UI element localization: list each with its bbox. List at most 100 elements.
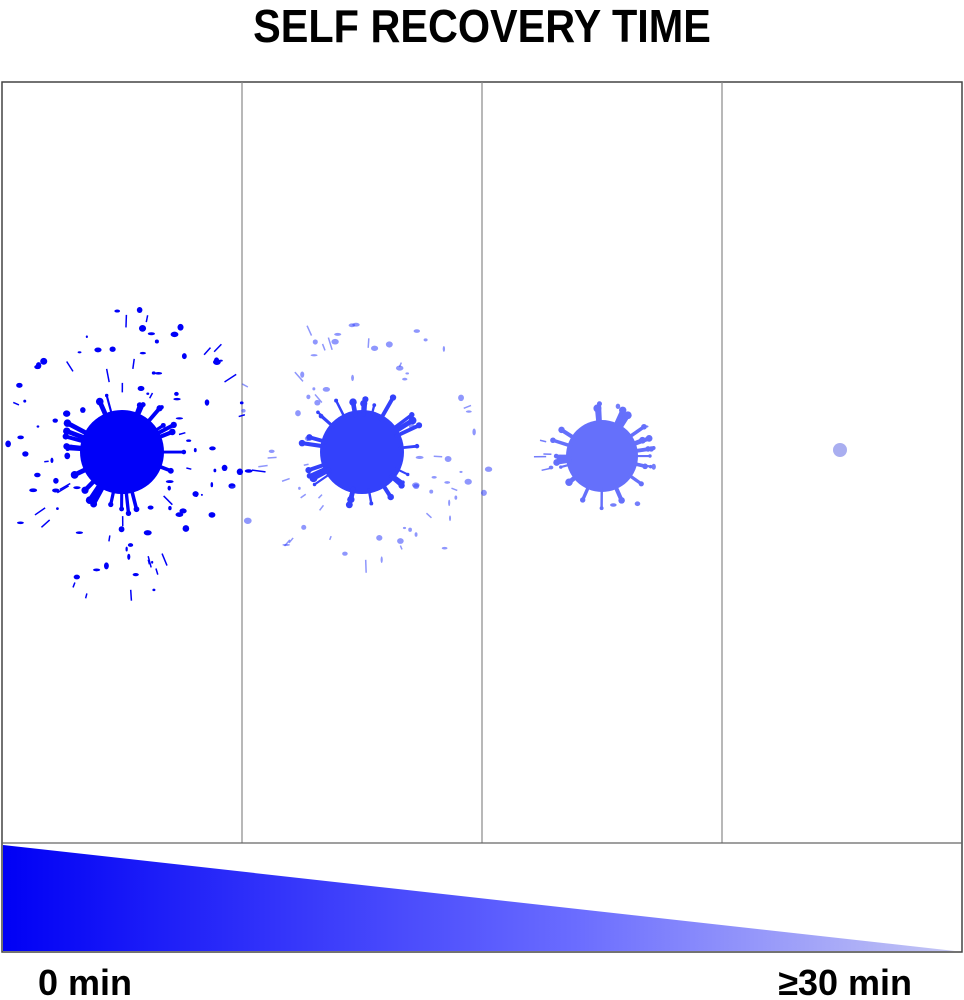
splat-part bbox=[178, 431, 186, 436]
splat-part bbox=[161, 553, 168, 566]
end-label: ≥30 min bbox=[778, 962, 912, 1000]
splat-part bbox=[294, 371, 304, 382]
splat-part bbox=[408, 527, 412, 532]
splat-part bbox=[320, 410, 404, 494]
splat-part bbox=[597, 402, 602, 426]
splat-part bbox=[300, 493, 307, 499]
splat-part bbox=[224, 373, 237, 383]
splat-part bbox=[129, 486, 139, 512]
splat-part bbox=[146, 392, 150, 395]
splat-part bbox=[378, 395, 396, 422]
splat-part bbox=[138, 324, 147, 332]
splat-part bbox=[70, 471, 79, 479]
splat-part bbox=[36, 425, 40, 428]
splat-part bbox=[408, 423, 415, 429]
splat-part bbox=[632, 447, 653, 454]
splat-part bbox=[93, 568, 101, 572]
splat-part bbox=[281, 477, 290, 482]
splat-part bbox=[84, 593, 88, 599]
splat-part bbox=[399, 545, 403, 550]
splat-part bbox=[642, 463, 648, 470]
splat-part bbox=[638, 481, 644, 487]
splat-part bbox=[429, 489, 434, 494]
splat-part bbox=[145, 315, 149, 323]
splat-part bbox=[596, 401, 602, 407]
splat-part bbox=[181, 449, 187, 455]
splat-part bbox=[626, 425, 646, 440]
splat-part bbox=[300, 371, 305, 378]
splat-part bbox=[610, 503, 617, 507]
splat-part bbox=[405, 372, 410, 375]
splat-part bbox=[229, 485, 236, 489]
splat-part bbox=[548, 465, 554, 470]
splat-part bbox=[63, 410, 71, 417]
splat-part bbox=[565, 478, 573, 487]
splat-part bbox=[449, 515, 452, 522]
splat-part bbox=[391, 473, 404, 484]
splat-part bbox=[149, 392, 154, 399]
splat-part bbox=[194, 491, 199, 498]
splat-part bbox=[414, 532, 418, 537]
splat-part bbox=[553, 453, 559, 459]
splat-part bbox=[398, 444, 419, 450]
splat-part bbox=[351, 374, 354, 382]
splat-part bbox=[648, 446, 654, 452]
splat-part bbox=[177, 323, 184, 331]
splat-part bbox=[5, 440, 11, 448]
splat-part bbox=[415, 422, 423, 429]
splat-part bbox=[298, 486, 301, 490]
splat-part bbox=[124, 487, 131, 515]
splat-part bbox=[170, 331, 179, 338]
splat-part bbox=[181, 353, 187, 360]
splat-part bbox=[182, 525, 190, 532]
splat-part bbox=[441, 546, 448, 550]
splat-part bbox=[133, 506, 140, 513]
splat-part bbox=[208, 512, 216, 518]
splat-part bbox=[160, 422, 166, 428]
splat-part bbox=[80, 410, 164, 494]
splat-part bbox=[484, 466, 493, 472]
splat-part bbox=[306, 394, 311, 400]
splat-part bbox=[174, 391, 179, 396]
splat-part bbox=[459, 470, 463, 473]
splat-part bbox=[236, 468, 244, 476]
splat-part bbox=[321, 343, 326, 351]
splat-part bbox=[463, 404, 472, 410]
splat-part bbox=[541, 467, 550, 472]
splat-part bbox=[81, 486, 89, 494]
splat-part bbox=[159, 405, 164, 410]
splat-part bbox=[105, 368, 110, 383]
splat-part bbox=[175, 512, 184, 517]
splat-part bbox=[186, 439, 192, 442]
splat-part bbox=[402, 526, 407, 530]
splat-part bbox=[63, 427, 71, 435]
title: SELF RECOVERY TIME bbox=[253, 1, 711, 53]
splat-part bbox=[153, 422, 176, 437]
splat-part bbox=[414, 443, 420, 449]
splat-part bbox=[559, 465, 563, 469]
splat-part bbox=[125, 546, 128, 552]
splat-part bbox=[413, 329, 421, 333]
splat-part bbox=[309, 474, 318, 483]
splat-part bbox=[352, 322, 360, 327]
splat-part bbox=[80, 407, 86, 413]
splat-part bbox=[136, 402, 143, 408]
splat-part bbox=[170, 421, 177, 429]
splat-part bbox=[397, 538, 404, 544]
splat-part bbox=[16, 382, 23, 388]
splat-part bbox=[104, 393, 109, 398]
splat-part bbox=[367, 338, 370, 348]
splat-part bbox=[651, 463, 656, 470]
splat-part bbox=[305, 466, 312, 474]
splat-part bbox=[52, 488, 60, 493]
splat-part bbox=[50, 457, 54, 463]
splat-part bbox=[303, 463, 309, 466]
splat-part bbox=[154, 339, 159, 344]
splat-part bbox=[385, 341, 393, 348]
splat-part bbox=[619, 406, 627, 414]
splat-part bbox=[566, 420, 638, 492]
splat-part bbox=[59, 482, 71, 491]
splat-part bbox=[295, 410, 301, 417]
splat-part bbox=[214, 357, 220, 364]
